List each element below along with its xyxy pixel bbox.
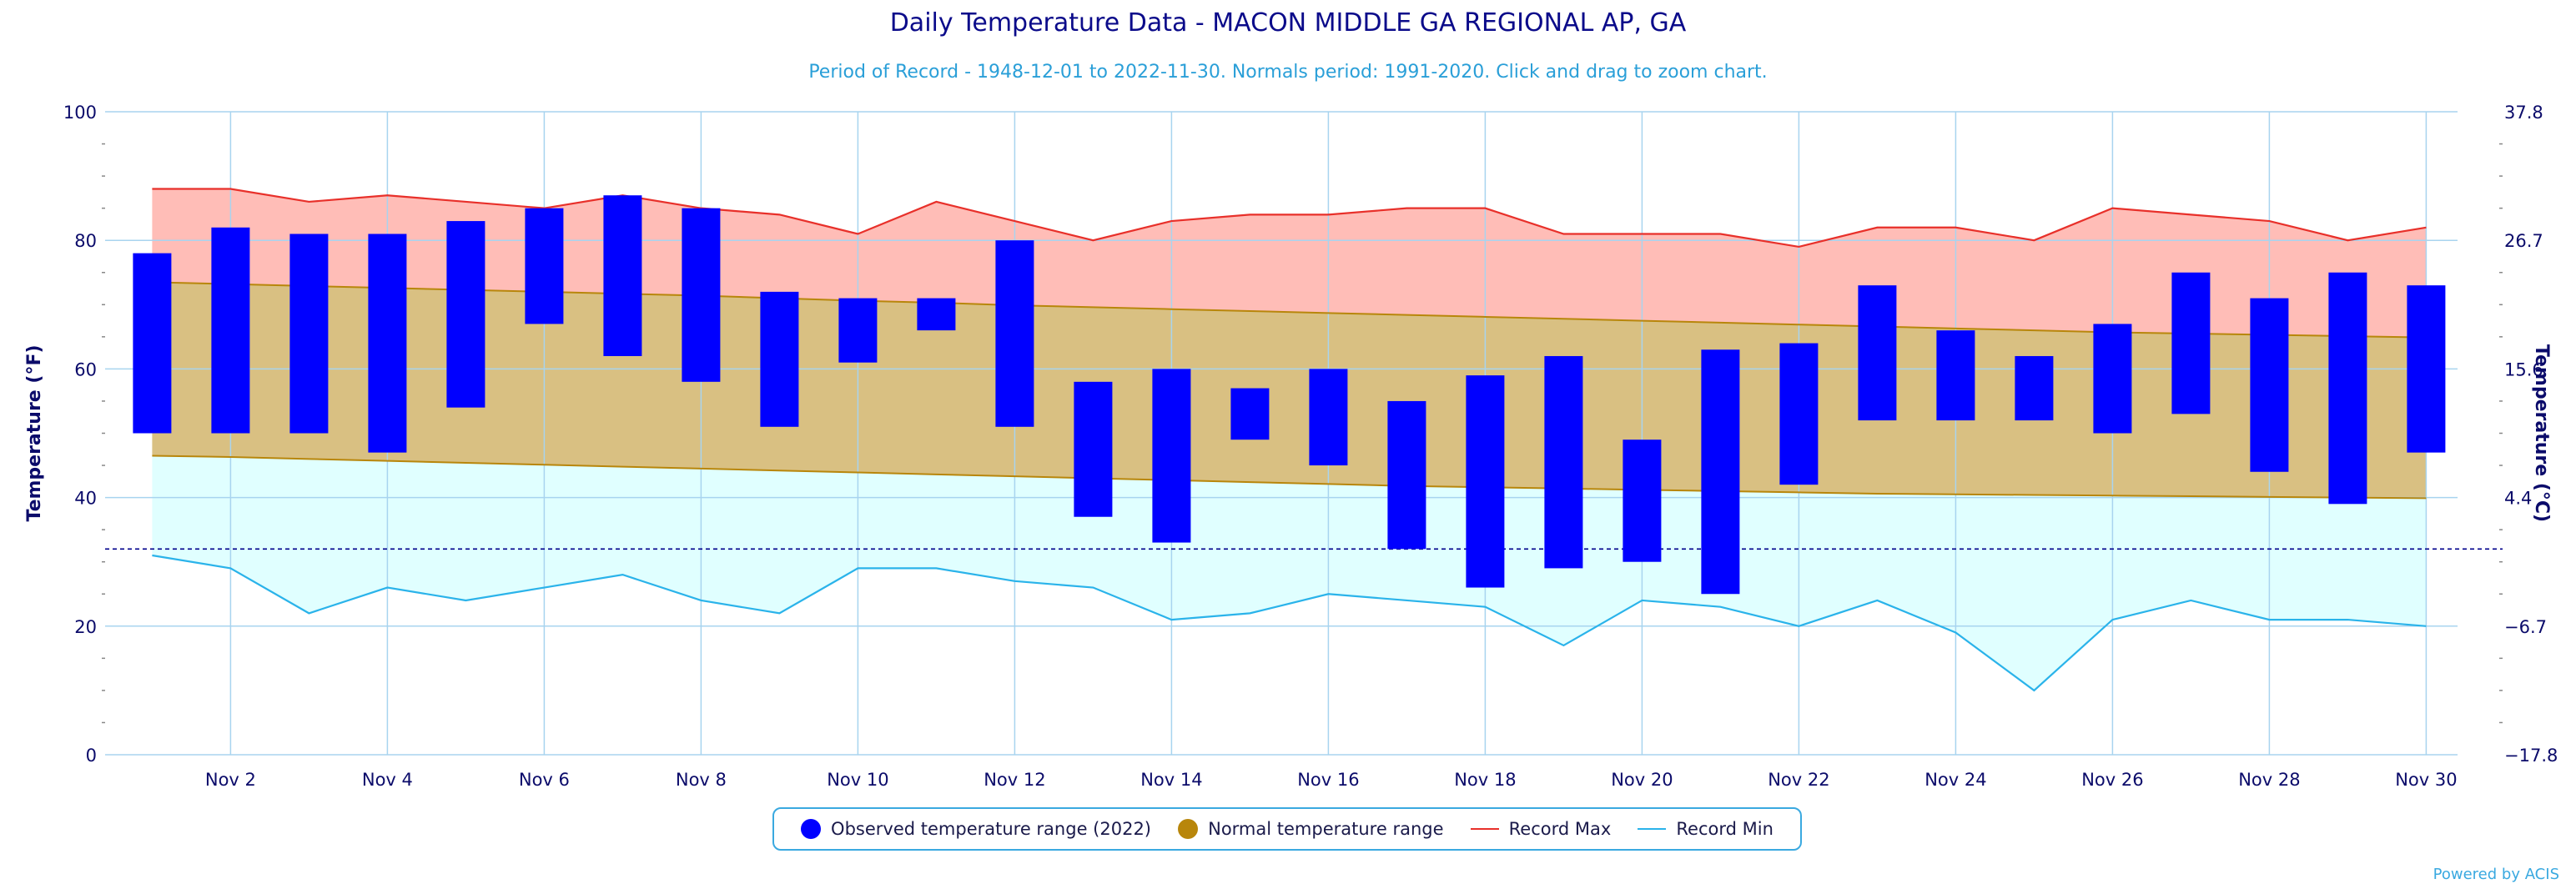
axes: 0 −17.8 20 −6.7 40 4.4 60 15.6 80 26.7 100 37.8 Nov … <box>24 103 2558 790</box>
x-tick-label: Nov 30 <box>2395 770 2457 790</box>
record-max-line <box>152 188 2427 249</box>
legend-label: Record Min <box>1676 819 1774 839</box>
observed-bar[interactable] <box>603 195 642 356</box>
area-fills <box>152 188 2427 691</box>
observed-bar[interactable] <box>133 253 172 434</box>
observed-bar[interactable] <box>838 298 878 363</box>
observed-bar[interactable] <box>1623 439 1662 562</box>
observed-bar[interactable] <box>995 240 1034 427</box>
legend-label: Record Max <box>1508 819 1612 839</box>
record-min-line <box>152 554 2427 692</box>
chart-subtitle: Period of Record - 1948-12-01 to 2022-11… <box>808 62 1768 83</box>
record-max-area <box>152 188 2427 338</box>
observed-bar[interactable] <box>2093 324 2132 434</box>
observed-bar[interactable] <box>368 234 407 453</box>
observed-bar[interactable] <box>2015 355 2054 421</box>
x-tick-label: Nov 26 <box>2081 770 2143 790</box>
y-right-tick-label: 15.6 <box>2504 359 2543 379</box>
legend-record-max-line-icon <box>1470 828 1499 830</box>
chart-legend: Observed temperature range (2022) Normal… <box>772 807 1802 851</box>
legend-normal-dot-icon <box>1178 819 1199 839</box>
observed-bar[interactable] <box>917 298 956 331</box>
x-tick-label: Nov 16 <box>1297 770 1359 790</box>
y-tick-label: 0 <box>86 746 97 766</box>
x-tick-label: Nov 22 <box>1768 770 1829 790</box>
observed-bar[interactable] <box>446 221 486 408</box>
y-right-tick-label: 26.7 <box>2504 231 2543 251</box>
y-tick-label: 20 <box>74 617 97 637</box>
observed-bar[interactable] <box>1858 285 1897 421</box>
observed-bar[interactable] <box>289 234 329 434</box>
observed-bar[interactable] <box>2171 272 2211 414</box>
y-right-tick-label: −6.7 <box>2504 617 2547 637</box>
observed-bar[interactable] <box>1230 388 1270 440</box>
observed-bar[interactable] <box>1309 369 1348 466</box>
x-tick-label: Nov 20 <box>1611 770 1673 790</box>
legend-record-min-line-icon <box>1638 828 1667 830</box>
observed-bar[interactable] <box>1544 355 1583 569</box>
observed-bar[interactable] <box>1152 369 1191 543</box>
observed-bar[interactable] <box>1936 330 1975 421</box>
legend-observed-dot-icon <box>801 819 822 839</box>
y-axis-right-label: Temperature (°C) <box>2531 344 2552 522</box>
observed-bar[interactable] <box>760 291 799 427</box>
chart-title: Daily Temperature Data - MACON MIDDLE GA… <box>889 8 1687 38</box>
observed-bar[interactable] <box>2250 298 2289 472</box>
x-tick-label: Nov 6 <box>519 770 570 790</box>
observed-bars[interactable] <box>133 195 2446 595</box>
observed-bar[interactable] <box>1701 349 1740 595</box>
observed-bar[interactable] <box>1074 381 1113 517</box>
observed-bar[interactable] <box>1466 375 1505 588</box>
normal-low-line <box>152 455 2427 500</box>
record-lines <box>105 188 2503 692</box>
y-tick-label: 40 <box>74 489 97 509</box>
observed-bar[interactable] <box>1779 343 1819 485</box>
observed-bar[interactable] <box>525 208 564 324</box>
y-tick-label: 100 <box>63 103 97 123</box>
legend-label: Normal temperature range <box>1208 819 1444 839</box>
y-tick-label: 80 <box>74 231 97 251</box>
observed-bar[interactable] <box>2407 285 2446 453</box>
y-right-tick-label: −17.8 <box>2504 746 2558 766</box>
y-tick-label: 60 <box>74 359 97 379</box>
x-tick-label: Nov 2 <box>205 770 256 790</box>
y-axis-label: Temperature (°F) <box>24 344 45 521</box>
legend-item-record-min[interactable]: Record Min <box>1638 819 1774 839</box>
y-right-tick-label: 4.4 <box>2504 489 2532 509</box>
x-tick-label: Nov 14 <box>1140 770 1202 790</box>
x-tick-label: Nov 24 <box>1924 770 1986 790</box>
x-tick-label: Nov 28 <box>2238 770 2300 790</box>
x-tick-label: Nov 4 <box>362 770 413 790</box>
legend-item-observed[interactable]: Observed temperature range (2022) <box>801 819 1151 839</box>
normal-range-area <box>152 282 2427 499</box>
observed-bar[interactable] <box>211 227 250 434</box>
x-tick-label: Nov 8 <box>676 770 727 790</box>
x-tick-label: Nov 10 <box>827 770 888 790</box>
legend-label: Observed temperature range (2022) <box>831 819 1151 839</box>
observed-bar[interactable] <box>1387 400 1426 550</box>
observed-bar[interactable] <box>682 208 721 382</box>
x-tick-label: Nov 12 <box>984 770 1045 790</box>
x-tick-label: Nov 18 <box>1454 770 1516 790</box>
record-min-area <box>152 455 2427 691</box>
observed-bar[interactable] <box>2328 272 2367 505</box>
powered-by-link[interactable]: Powered by ACIS <box>2433 866 2559 883</box>
y-right-tick-label: 37.8 <box>2504 103 2543 123</box>
temperature-chart[interactable]: 0 −17.8 20 −6.7 40 4.4 60 15.6 80 26.7 100 37.8 Nov … <box>0 0 2576 801</box>
legend-item-record-max[interactable]: Record Max <box>1470 819 1612 839</box>
legend-item-normal[interactable]: Normal temperature range <box>1178 819 1444 839</box>
